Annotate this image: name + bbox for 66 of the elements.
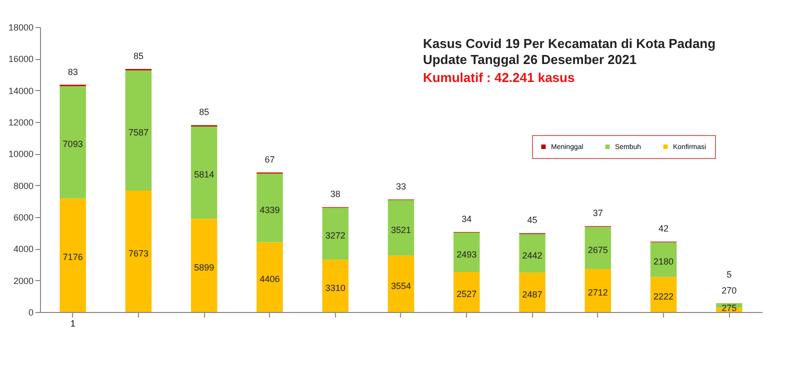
y-tick-label: 0 — [28, 308, 34, 318]
bar — [519, 234, 546, 273]
bar — [60, 86, 86, 198]
bar — [60, 198, 86, 312]
data-label: 34 — [462, 214, 472, 224]
data-label: 3521 — [390, 224, 412, 235]
data-label: 83 — [68, 66, 78, 77]
data-label: 37 — [592, 208, 603, 218]
bar — [388, 256, 414, 312]
bar — [650, 242, 677, 277]
data-label: 3554 — [390, 280, 412, 291]
data-label: 2493 — [456, 249, 477, 260]
data-label: 45 — [527, 215, 538, 226]
bar — [256, 174, 283, 242]
data-label: 2180 — [654, 256, 674, 267]
y-tick-label: 6000 — [13, 212, 34, 222]
data-label: 2222 — [654, 291, 674, 302]
data-label: 33 — [396, 181, 406, 192]
text: Kasus Covid 19 Per Kecamatan di Kota Padang Update Tanggal 26 Desember 2021 — [422, 36, 716, 67]
data-label: 4406 — [260, 274, 280, 284]
data-label: 67 — [264, 154, 275, 164]
data-label: 7673 — [128, 248, 148, 258]
y-tick-label: 18000 — [8, 22, 34, 32]
data-label: 2487 — [522, 289, 542, 300]
data-label: 85 — [133, 51, 144, 62]
data-label: 85 — [199, 107, 210, 118]
data-label: 2712 — [588, 288, 608, 298]
data-label: 2675 — [588, 244, 608, 255]
text: Kumulatif : 42.241 kasus — [422, 70, 575, 85]
y-tick-label: 8000 — [13, 180, 34, 191]
y-tick-label: 16000 — [8, 54, 34, 64]
data-label: 5899 — [194, 262, 214, 272]
data-label: 3272 — [325, 230, 346, 241]
bar — [584, 269, 612, 312]
bar — [190, 126, 218, 219]
y-tick-label: 12000 — [8, 118, 34, 128]
data-label: 42 — [658, 224, 669, 234]
data-label: 5814 — [194, 170, 214, 180]
bar — [454, 272, 480, 312]
y-tick-label: 14000 — [8, 86, 34, 96]
bar — [584, 226, 612, 270]
data-label: 275 — [722, 303, 737, 313]
bar — [322, 260, 348, 312]
data-label: 2527 — [456, 288, 477, 299]
bar — [519, 272, 546, 312]
y-tick-label: 2000 — [13, 276, 34, 286]
bar — [322, 208, 348, 260]
data-label: 3310 — [325, 282, 346, 293]
bar — [125, 70, 152, 191]
data-label: 2442 — [522, 250, 542, 260]
data-label: 7587 — [128, 127, 148, 138]
data-label: 7176 — [62, 252, 83, 262]
bar — [454, 232, 480, 272]
data-label: 4339 — [260, 204, 280, 215]
data-label: 5 — [726, 269, 732, 280]
bar — [256, 242, 283, 312]
bar — [125, 190, 152, 312]
bar — [650, 276, 677, 312]
bar — [190, 218, 218, 312]
data-label: 38 — [330, 189, 340, 200]
y-tick-label: 10000 — [8, 149, 34, 160]
y-tick-label: 4000 — [13, 244, 34, 254]
bar — [388, 200, 414, 256]
data-label: 7093 — [62, 139, 83, 150]
data-label: 270 — [722, 285, 737, 296]
x-tick-label: 1 — [70, 318, 76, 328]
